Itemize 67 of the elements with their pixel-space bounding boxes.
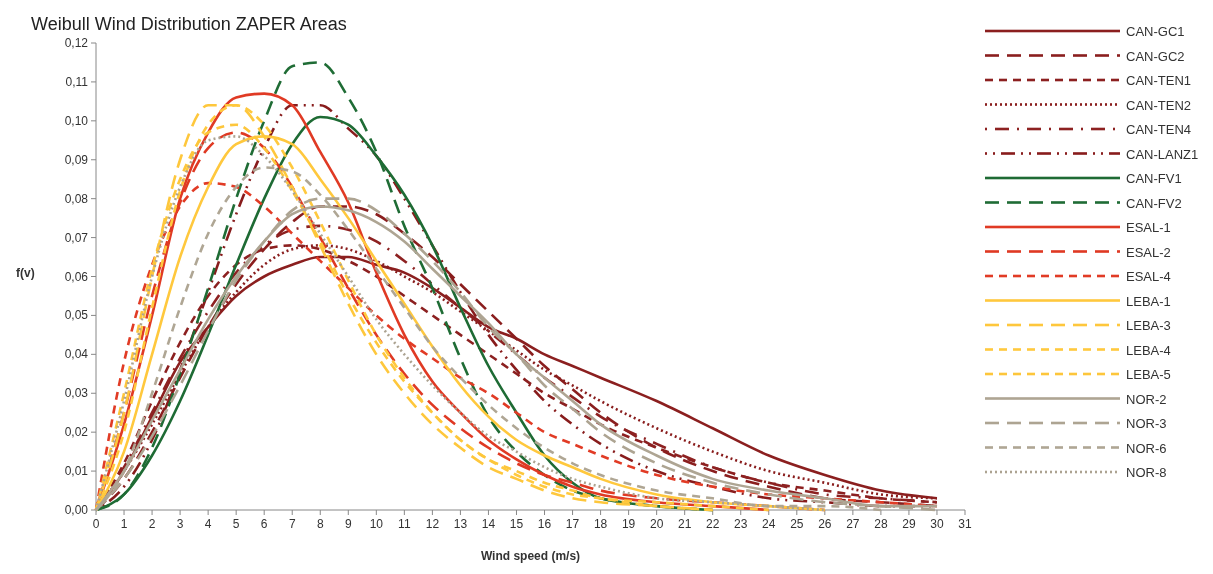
- chart-title: Weibull Wind Distribution ZAPER Areas: [31, 14, 347, 34]
- legend-label: NOR-6: [1126, 440, 1167, 456]
- y-tick-label: 0,04: [64, 347, 89, 362]
- x-tick-label: 29: [902, 517, 916, 531]
- y-axis-title: f(v): [16, 265, 35, 280]
- y-tick-label: 0,01: [64, 464, 89, 479]
- y-tick-label: 0,07: [64, 230, 89, 245]
- y-tick-label: 0,10: [64, 113, 89, 128]
- x-tick-label: 10: [369, 517, 384, 531]
- x-tick-label: 14: [481, 517, 496, 531]
- x-tick-label: 16: [537, 517, 552, 531]
- legend-label: ESAL-1: [1126, 220, 1171, 235]
- legend-label: NOR-2: [1126, 391, 1167, 407]
- x-tick-label: 18: [593, 517, 608, 531]
- legend-label: CAN-GC2: [1126, 48, 1185, 64]
- x-tick-label: 7: [288, 517, 296, 531]
- x-tick-label: 23: [734, 517, 748, 531]
- x-tick-label: 31: [958, 517, 972, 531]
- legend-label: LEBA-4: [1126, 342, 1171, 358]
- x-tick-label: 17: [565, 517, 580, 531]
- x-tick-label: 13: [453, 517, 468, 531]
- legend-label: CAN-TEN4: [1126, 122, 1192, 137]
- x-tick-label: 30: [930, 517, 944, 531]
- x-tick-label: 19: [621, 517, 636, 531]
- legend-label: CAN-GC1: [1126, 24, 1185, 39]
- legend-label: LEBA-1: [1126, 293, 1171, 309]
- legend-label: CAN-TEN2: [1126, 97, 1192, 113]
- x-tick-label: 26: [818, 517, 832, 531]
- x-tick-label: 11: [398, 517, 411, 531]
- legend-label: NOR-3: [1126, 416, 1167, 431]
- y-tick-label: 0,05: [64, 308, 89, 323]
- y-tick-label: 0,12: [64, 36, 89, 50]
- legend-label: CAN-LANZ1: [1126, 146, 1199, 162]
- y-tick-label: 0,09: [64, 152, 89, 167]
- legend-label: CAN-FV1: [1126, 171, 1182, 186]
- x-tick-label: 24: [762, 517, 776, 531]
- y-tick-label: 0,00: [64, 503, 89, 517]
- x-tick-label: 1: [120, 517, 128, 531]
- y-tick-label: 0,08: [64, 191, 89, 206]
- x-tick-label: 4: [204, 517, 212, 531]
- x-tick-label: 6: [260, 517, 268, 531]
- x-tick-label: 2: [148, 517, 156, 531]
- legend-label: LEBA-3: [1126, 318, 1171, 333]
- legend-label: CAN-FV2: [1126, 195, 1182, 211]
- x-axis-title: Wind speed (m/s): [480, 549, 581, 563]
- y-tick-label: 0,06: [64, 269, 89, 284]
- x-tick-label: 28: [874, 517, 888, 531]
- legend-label: ESAL-2: [1126, 244, 1171, 260]
- y-tick-label: 0,11: [65, 74, 89, 89]
- legend-label: ESAL-4: [1126, 269, 1171, 284]
- x-tick-label: 21: [678, 517, 692, 531]
- y-tick-label: 0,03: [64, 386, 89, 401]
- x-tick-label: 9: [344, 517, 352, 531]
- x-tick-label: 3: [176, 517, 184, 531]
- legend-label: LEBA-5: [1126, 367, 1171, 382]
- x-tick-label: 8: [316, 517, 324, 531]
- x-tick-label: 12: [425, 517, 440, 531]
- x-tick-label: 15: [509, 517, 524, 531]
- x-tick-label: 20: [649, 517, 664, 531]
- x-tick-label: 5: [232, 517, 240, 531]
- x-tick-label: 22: [706, 517, 720, 531]
- legend-label: CAN-TEN1: [1126, 73, 1192, 88]
- y-tick-label: 0,02: [64, 425, 89, 440]
- x-tick-label: 27: [846, 517, 860, 531]
- x-tick-label: 25: [790, 517, 804, 531]
- legend-label: NOR-8: [1126, 465, 1167, 480]
- x-tick-label: 0: [92, 517, 100, 531]
